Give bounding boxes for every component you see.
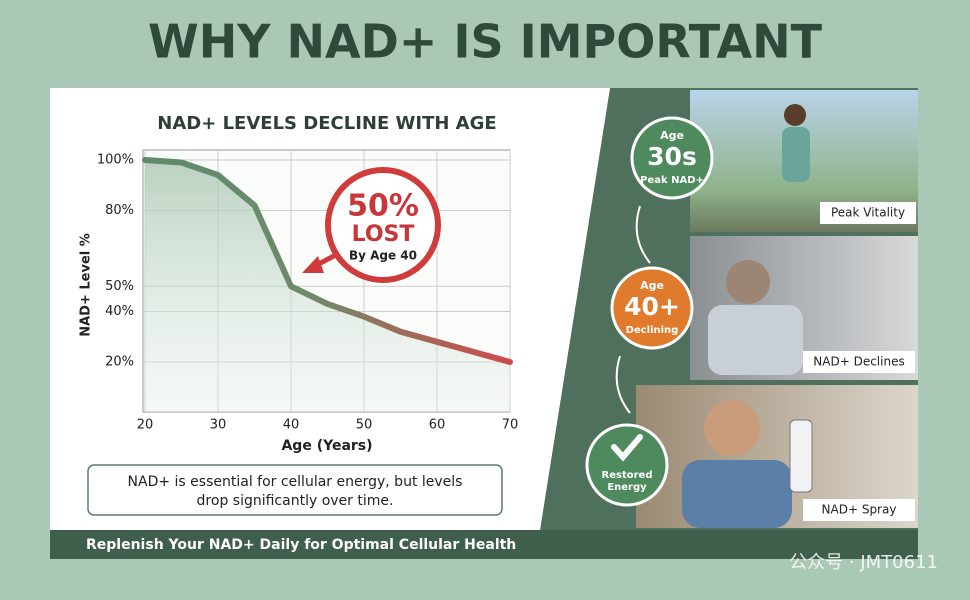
photo-detail: [782, 127, 810, 182]
badge-bottom: Declining: [626, 325, 679, 336]
stage-badge: [610, 266, 694, 350]
photo-detail: [708, 305, 803, 375]
chart-title: NAD+ LEVELS DECLINE WITH AGE: [157, 113, 496, 134]
annotation-small: By Age 40: [349, 249, 417, 263]
badge-line: Restored: [602, 470, 653, 481]
y-tick-label: 40%: [105, 304, 134, 319]
photo-caption: NAD+ Declines: [813, 355, 904, 369]
photo-detail: [682, 460, 792, 528]
y-tick-label: 100%: [97, 153, 134, 168]
photo-caption: Peak Vitality: [831, 206, 905, 220]
y-tick-label: 80%: [105, 203, 134, 218]
photo-detail: [704, 400, 760, 456]
caption-box: [803, 351, 915, 373]
stage-badge: [585, 423, 669, 507]
badge-top: Age: [640, 279, 664, 292]
stage-badge: [630, 116, 714, 200]
page-title: WHY NAD+ IS IMPORTANT: [148, 15, 823, 69]
photo-detail: [789, 419, 813, 493]
footer-band: [50, 530, 918, 559]
photo-detail: [784, 104, 806, 126]
badge-top: Age: [660, 129, 684, 142]
area: [145, 160, 510, 412]
note-line: drop significantly over time.: [197, 493, 394, 509]
badge-line: Energy: [607, 482, 647, 493]
caption-box: [803, 499, 915, 521]
y-tick-label: 20%: [105, 355, 134, 370]
footer-text: Replenish Your NAD+ Daily for Optimal Ce…: [86, 537, 516, 553]
captions: Peak Vitality NAD+ Declines NAD+ Spray: [803, 202, 916, 521]
annotation-arrowhead: [302, 256, 324, 273]
line: [142, 157, 513, 365]
x-axis-label: Age (Years): [281, 438, 372, 454]
badge-big: 40+: [624, 292, 680, 321]
caption-box: [820, 202, 916, 224]
annotation-circle: [325, 167, 441, 283]
x-tick-label: 20: [137, 418, 154, 433]
badge-bottom: Peak NAD+: [640, 175, 704, 186]
check-icon: [611, 434, 643, 462]
x-tick-label: 70: [502, 418, 519, 433]
flow-arrow: [635, 205, 651, 264]
badge-big: 30s: [647, 142, 697, 171]
note-line: NAD+ is essential for cellular energy, b…: [128, 474, 463, 490]
photo-caption: NAD+ Spray: [822, 503, 897, 517]
x-tick-label: 30: [210, 418, 227, 433]
y-axis-label: NAD+ Level %: [79, 233, 94, 337]
note-box: [87, 464, 503, 516]
watermark: 公众号 · JMT0611: [789, 552, 938, 573]
x-tick-label: 60: [429, 418, 446, 433]
flow-arrow: [615, 355, 631, 414]
y-tick-label: 50%: [105, 279, 134, 294]
x-tick-label: 40: [283, 418, 300, 433]
x-tick-label: 50: [356, 418, 373, 433]
annotation-big: 50%: [347, 189, 419, 224]
annotation-mid: LOST: [352, 222, 415, 247]
photo-detail: [726, 260, 770, 304]
